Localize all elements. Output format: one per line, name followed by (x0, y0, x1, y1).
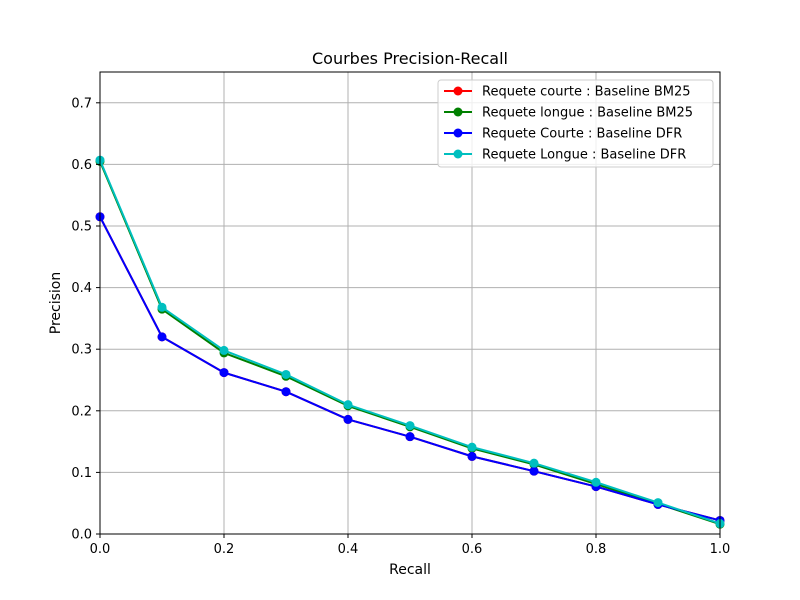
legend-marker (453, 86, 463, 96)
data-point (529, 458, 539, 468)
y-tick-label: 0.2 (71, 404, 92, 419)
data-point (467, 442, 477, 452)
legend-label: Requete longue : Baseline BM25 (482, 106, 693, 121)
y-tick-label: 0.7 (71, 96, 92, 111)
legend-entry: Requete courte : Baseline BM25 (444, 85, 691, 100)
x-tick-label: 0.6 (462, 542, 483, 557)
series-4 (95, 155, 725, 529)
data-point (343, 400, 353, 410)
data-point (157, 302, 167, 312)
data-point (219, 368, 229, 378)
data-point (467, 451, 477, 461)
y-tick-label: 0.5 (71, 220, 92, 235)
data-point (281, 369, 291, 379)
legend-box (437, 79, 714, 168)
y-tick-label: 0.1 (71, 466, 92, 481)
legend-label: Requete Longue : Baseline DFR (482, 148, 686, 163)
x-tick-label: 0.8 (586, 542, 607, 557)
data-point (591, 477, 601, 487)
legend-marker (453, 128, 463, 138)
legend-entry: Requete Courte : Baseline DFR (444, 127, 682, 142)
legend-marker (453, 149, 463, 159)
data-point (529, 466, 539, 476)
x-tick-label: 0.2 (214, 542, 235, 557)
legend-label: Requete courte : Baseline BM25 (482, 85, 691, 100)
legend-entry: Requete longue : Baseline BM25 (444, 106, 693, 121)
legend: Requete courte : Baseline BM25 Requete lo… (437, 79, 714, 168)
series-layer (95, 155, 725, 529)
y-tick-label: 0.3 (71, 343, 92, 358)
x-tick-label: 0.4 (338, 542, 359, 557)
data-point (157, 332, 167, 342)
axis-ticks: 0.0 0.2 0.4 0.6 0.8 1.0 0.0 0.1 0.2 0.3 0.4 0.5 0.6 0… (71, 96, 730, 557)
y-tick-label: 0.4 (71, 281, 92, 296)
data-point (219, 345, 229, 355)
legend-entry: Requete Longue : Baseline DFR (444, 148, 686, 163)
data-point (343, 414, 353, 424)
series-3 (95, 212, 725, 525)
data-point (405, 421, 415, 431)
legend-label: Requete Courte : Baseline DFR (482, 127, 682, 142)
y-tick-label: 0.6 (71, 158, 92, 173)
data-point (405, 432, 415, 442)
data-point (653, 498, 663, 508)
chart-title: Courbes Precision-Recall (312, 49, 508, 68)
data-point (281, 387, 291, 397)
x-tick-label: 1.0 (710, 542, 731, 557)
legend-marker (453, 107, 463, 117)
x-tick-label: 0.0 (90, 542, 111, 557)
y-tick-label: 0.0 (71, 528, 92, 543)
x-axis-label: Recall (389, 562, 431, 578)
plot-frame (99, 71, 721, 535)
y-axis-label: Precision (48, 272, 64, 334)
